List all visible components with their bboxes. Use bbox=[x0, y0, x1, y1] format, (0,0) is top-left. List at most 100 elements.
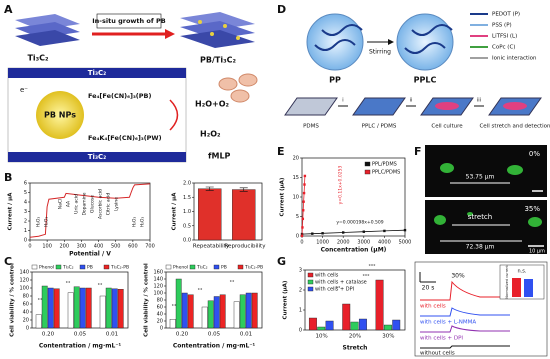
line bbox=[29, 183, 151, 238]
panel-a: A Ti₃C₂ In-situ growth of PB PB/Ti₃C₂ Ti… bbox=[4, 3, 258, 163]
step-mark: i bbox=[342, 98, 343, 104]
legend-swatch bbox=[189, 264, 196, 270]
y-tick-label: 5 bbox=[296, 214, 299, 220]
bar bbox=[219, 294, 226, 329]
x-tick-label: 300 bbox=[77, 244, 87, 250]
x-axis-label: Concentration (μM) bbox=[321, 247, 387, 254]
panel-label: D bbox=[277, 3, 286, 16]
bar bbox=[317, 326, 326, 331]
point bbox=[300, 234, 304, 238]
pplc-illustration bbox=[396, 13, 454, 71]
legend-label: Ti₃C₂ bbox=[62, 265, 74, 271]
y-tick-label: 0 bbox=[296, 234, 299, 240]
legend-label: Ti₃C₂ bbox=[196, 265, 208, 271]
line bbox=[301, 229, 406, 235]
legend-swatch bbox=[307, 272, 314, 278]
legend-swatch bbox=[31, 264, 38, 270]
cell bbox=[435, 102, 459, 110]
bar bbox=[53, 288, 60, 329]
arrowhead bbox=[388, 39, 394, 45]
label: Normalized current bbox=[505, 265, 509, 299]
x-tick-label: 10% bbox=[316, 334, 328, 340]
bar bbox=[105, 287, 112, 329]
cells bbox=[434, 163, 542, 227]
pb-ti3c2-stack bbox=[180, 12, 255, 48]
label: without cells bbox=[420, 351, 455, 357]
label: with cells + DPI bbox=[420, 336, 463, 342]
y-tick-label: 120 bbox=[19, 278, 29, 284]
micrograph bbox=[425, 200, 547, 254]
box bbox=[7, 67, 187, 163]
error-bar bbox=[239, 187, 248, 192]
label: with cells + L-NMMA bbox=[420, 320, 476, 326]
label: Stirring bbox=[369, 49, 391, 56]
cell bbox=[503, 102, 527, 110]
label: e⁻ bbox=[20, 86, 28, 94]
label: 20 s bbox=[422, 285, 435, 292]
inset bbox=[499, 264, 545, 300]
bar bbox=[187, 294, 194, 329]
legend-swatch bbox=[79, 264, 86, 270]
x-tick-label: 3000 bbox=[357, 240, 370, 246]
annotation: ** bbox=[66, 281, 71, 287]
label: In-situ growth of PB bbox=[92, 17, 165, 25]
bar bbox=[35, 314, 42, 329]
y-tick-label: 0.0 bbox=[183, 238, 191, 244]
panel-f: F 0% 53.75 μm 35% stretch 72.38 μm 10 μm bbox=[414, 145, 547, 255]
x-tick-label: 30% bbox=[382, 334, 394, 340]
y-tick-label: 2.0 bbox=[183, 181, 191, 187]
legend-label: Phenol bbox=[39, 265, 54, 271]
legend-label: Ti₃C₂-PB bbox=[110, 265, 129, 271]
y-tick-label: 2 bbox=[299, 288, 302, 294]
annotation: ** bbox=[98, 283, 103, 289]
y-tick-label: 3 bbox=[24, 209, 27, 215]
y-tick-label: 60 bbox=[23, 302, 29, 308]
x-tick-label: 0.20 bbox=[176, 332, 189, 338]
point bbox=[311, 232, 314, 235]
bar bbox=[41, 285, 48, 329]
y-tick-label: 40 bbox=[157, 312, 163, 318]
legend-swatch bbox=[165, 264, 172, 270]
point bbox=[383, 229, 386, 233]
point bbox=[362, 230, 365, 233]
steps: PDMS PPLC / PDMS Cell culture Cell stretch … bbox=[284, 97, 550, 130]
y-axis-label: Current (μA) bbox=[283, 280, 289, 319]
y-tick-label: 3 bbox=[299, 268, 302, 274]
y-axis-label: Current (μA) bbox=[280, 177, 286, 216]
annotation: Lysine bbox=[114, 197, 120, 211]
chains bbox=[314, 24, 453, 54]
annotation: ** bbox=[172, 304, 177, 310]
label: n.s. bbox=[518, 269, 527, 275]
trace bbox=[420, 345, 510, 349]
y-tick-label: 140 bbox=[19, 270, 29, 276]
y-tick-label: 100 bbox=[19, 286, 29, 292]
legend-swatch bbox=[103, 264, 110, 270]
point bbox=[302, 191, 306, 195]
panel-label: F bbox=[414, 145, 422, 158]
bar bbox=[111, 288, 118, 329]
x-axis-label: Contentration / mg·mL⁻¹ bbox=[173, 343, 256, 350]
bar bbox=[232, 189, 256, 241]
annotation: H₂O₂ bbox=[36, 217, 42, 228]
y-tick-label: 0 bbox=[299, 328, 302, 334]
cells bbox=[218, 73, 258, 103]
legend-label: PPLC/PDMS bbox=[372, 170, 400, 176]
bar bbox=[342, 303, 351, 331]
y-tick-label: 0.5 bbox=[183, 223, 191, 229]
label: 53.75 μm bbox=[466, 174, 495, 181]
legend-swatch bbox=[364, 169, 371, 175]
panel-label: B bbox=[4, 171, 12, 184]
bar bbox=[73, 286, 80, 329]
ti3c2-stack bbox=[15, 14, 80, 46]
legend-label: PPL/PDMS bbox=[372, 162, 397, 168]
traces-panel: 20 s 30% with cells with cells + L-NMMA … bbox=[414, 261, 548, 357]
step-label: Cell stretch and detection bbox=[479, 124, 550, 130]
point bbox=[342, 231, 345, 234]
bar bbox=[181, 292, 188, 329]
annotation: y=0.000198x+0.509 bbox=[336, 220, 383, 226]
x-tick-label: 500 bbox=[111, 244, 121, 250]
legend-label: CoPc (C) bbox=[492, 45, 515, 51]
annotation: y=0.11x+0.0253 bbox=[338, 166, 344, 205]
label: 10 μm bbox=[529, 249, 545, 255]
legend-swatch bbox=[307, 279, 314, 285]
